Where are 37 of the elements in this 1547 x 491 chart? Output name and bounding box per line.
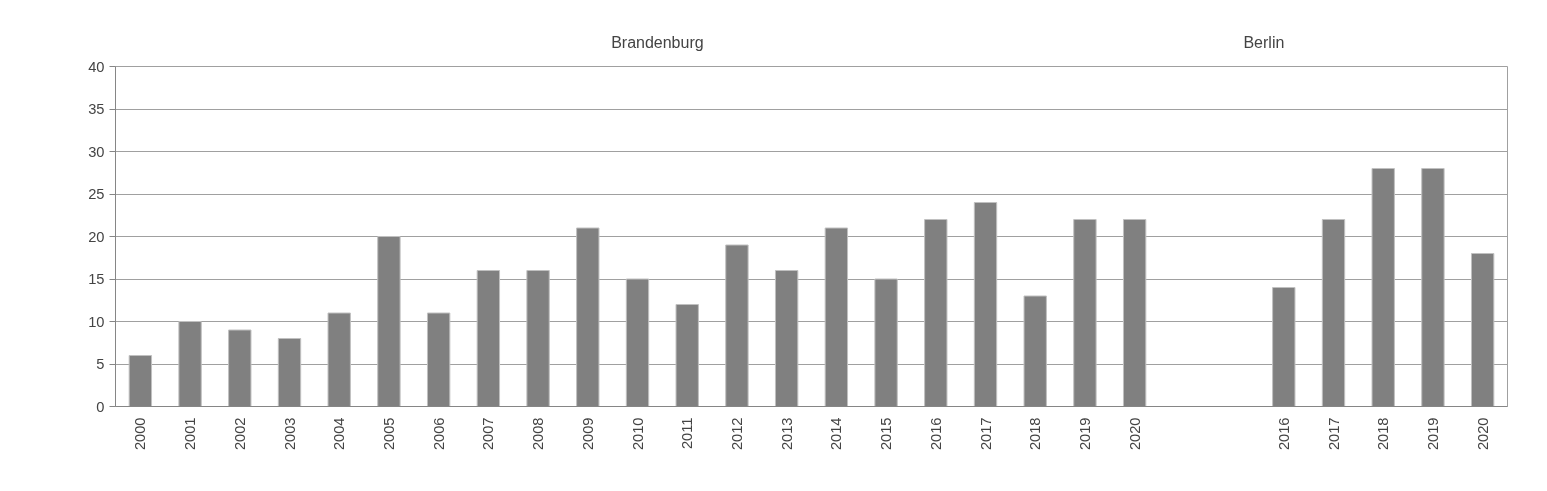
x-tick-label: 2003	[281, 417, 298, 451]
x-tick-label: 2014	[828, 417, 845, 451]
y-tick-label: 10	[88, 313, 105, 330]
x-tick-label: 2016	[927, 417, 944, 451]
x-tick-label: 2018	[1375, 417, 1392, 451]
x-tick-label: 2019	[1076, 417, 1093, 451]
text: Berlin	[1243, 33, 1285, 51]
x-tick-label: 2020	[1474, 417, 1491, 451]
y-tick-label: 20	[88, 228, 105, 245]
x-tick-label: 2001	[182, 417, 199, 451]
x-tick-label: 2017	[977, 417, 994, 451]
y-tick-label: 30	[88, 143, 105, 160]
x-tick-label: 2012	[728, 417, 745, 451]
x-tick-label: 2011	[679, 417, 696, 450]
y-tick-label: 25	[88, 186, 105, 202]
x-tick-label: 2000	[132, 417, 149, 451]
x-tick-label: 2020	[1126, 417, 1143, 451]
y-tick-label: 40	[88, 58, 105, 75]
x-tick-label: 2008	[530, 417, 547, 451]
x-tick-label: 2013	[778, 417, 795, 451]
x-tick-label: 2010	[629, 417, 646, 451]
y-tick-label: 0	[96, 398, 105, 415]
x-tick-label: 2018	[1027, 417, 1044, 451]
y-tick-label: 5	[96, 356, 105, 372]
x-tick-label: 2019	[1424, 417, 1441, 451]
text: Brandenburg	[611, 33, 704, 51]
x-tick-label: 2005	[380, 417, 397, 451]
x-tick-label: 2016	[1275, 417, 1292, 451]
x-tick-label: 2015	[878, 417, 895, 451]
x-tick-label: 2004	[331, 417, 348, 451]
x-tick-label: 2017	[1325, 417, 1342, 451]
x-tick-label: 2007	[480, 417, 497, 451]
x-tick-label: 2006	[430, 417, 447, 451]
x-tick-label: 2009	[579, 417, 596, 451]
y-tick-label: 15	[88, 271, 105, 287]
x-tick-label: 2002	[231, 417, 248, 451]
y-tick-label: 35	[88, 101, 105, 117]
